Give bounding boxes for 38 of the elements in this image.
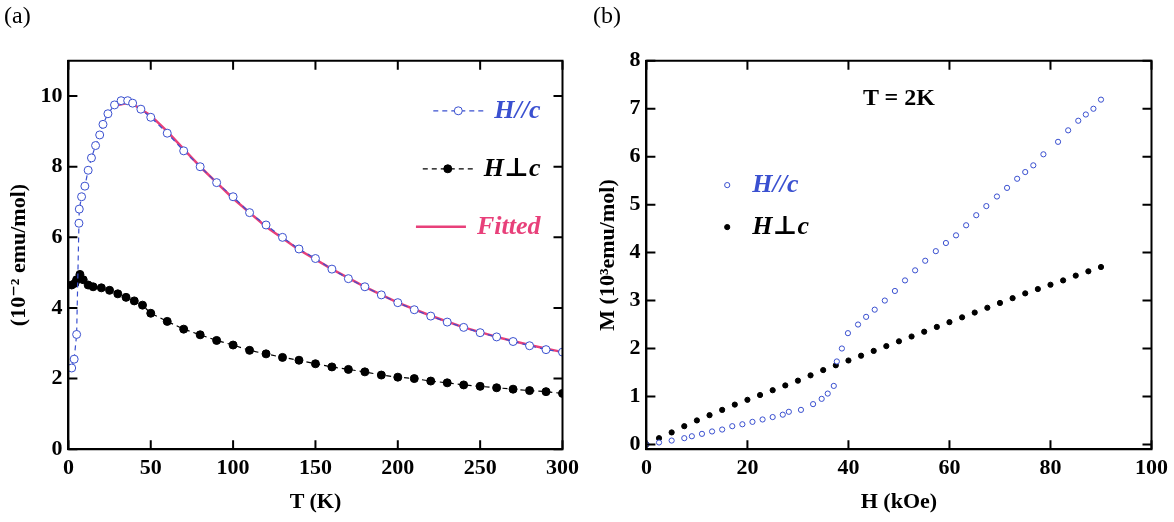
y-axis-title: M (10³emu/mol) [593,179,619,331]
legend-label: Fitted [475,210,542,240]
y-tick-label: 2 [51,364,63,390]
x-tick-label: 80 [1039,454,1062,480]
x-tick-label: 100 [1135,454,1168,480]
y-tick-label: 3 [629,286,641,312]
y-tick-label: 8 [629,46,641,72]
legend-label: H//c [751,168,799,198]
x-tick-label: 250 [463,454,497,480]
x-tick-label: 40 [837,454,860,480]
legend-label: H⊥c [482,152,541,182]
y-tick-label: 0 [629,430,641,456]
y-tick-label: 7 [629,94,641,120]
x-tick-label: 200 [381,454,415,480]
y-tick-label: 2 [629,334,641,360]
x-tick-label: 20 [736,454,759,480]
y-tick-label: 8 [51,152,63,178]
y-tick-label: 6 [51,223,63,249]
y-tick-label: 4 [629,238,641,264]
y-tick-label: 1 [629,382,641,408]
y-tick-label: 4 [51,293,63,319]
y-tick-label: 6 [629,142,641,168]
x-axis-title: H (kOe) [860,488,938,514]
x-tick-label: 300 [546,454,579,480]
y-tick-label: 0 [51,434,63,460]
x-axis-title: T (K) [289,488,342,514]
x-tick-label: 60 [938,454,961,480]
x-tick-label: 150 [298,454,332,480]
y-tick-label: 10 [40,81,63,107]
x-tick-label: 100 [216,454,250,480]
chart-title: (a) [4,1,31,28]
legend-label: H⊥c [751,210,810,240]
legend-label: H//c [493,94,541,124]
annotation: T = 2K [862,84,936,110]
y-axis-title: (10⁻² emu/mol) [4,183,30,327]
y-tick-label: 5 [629,190,641,216]
chart-title: (b) [593,1,621,28]
x-tick-label: 50 [139,454,162,480]
